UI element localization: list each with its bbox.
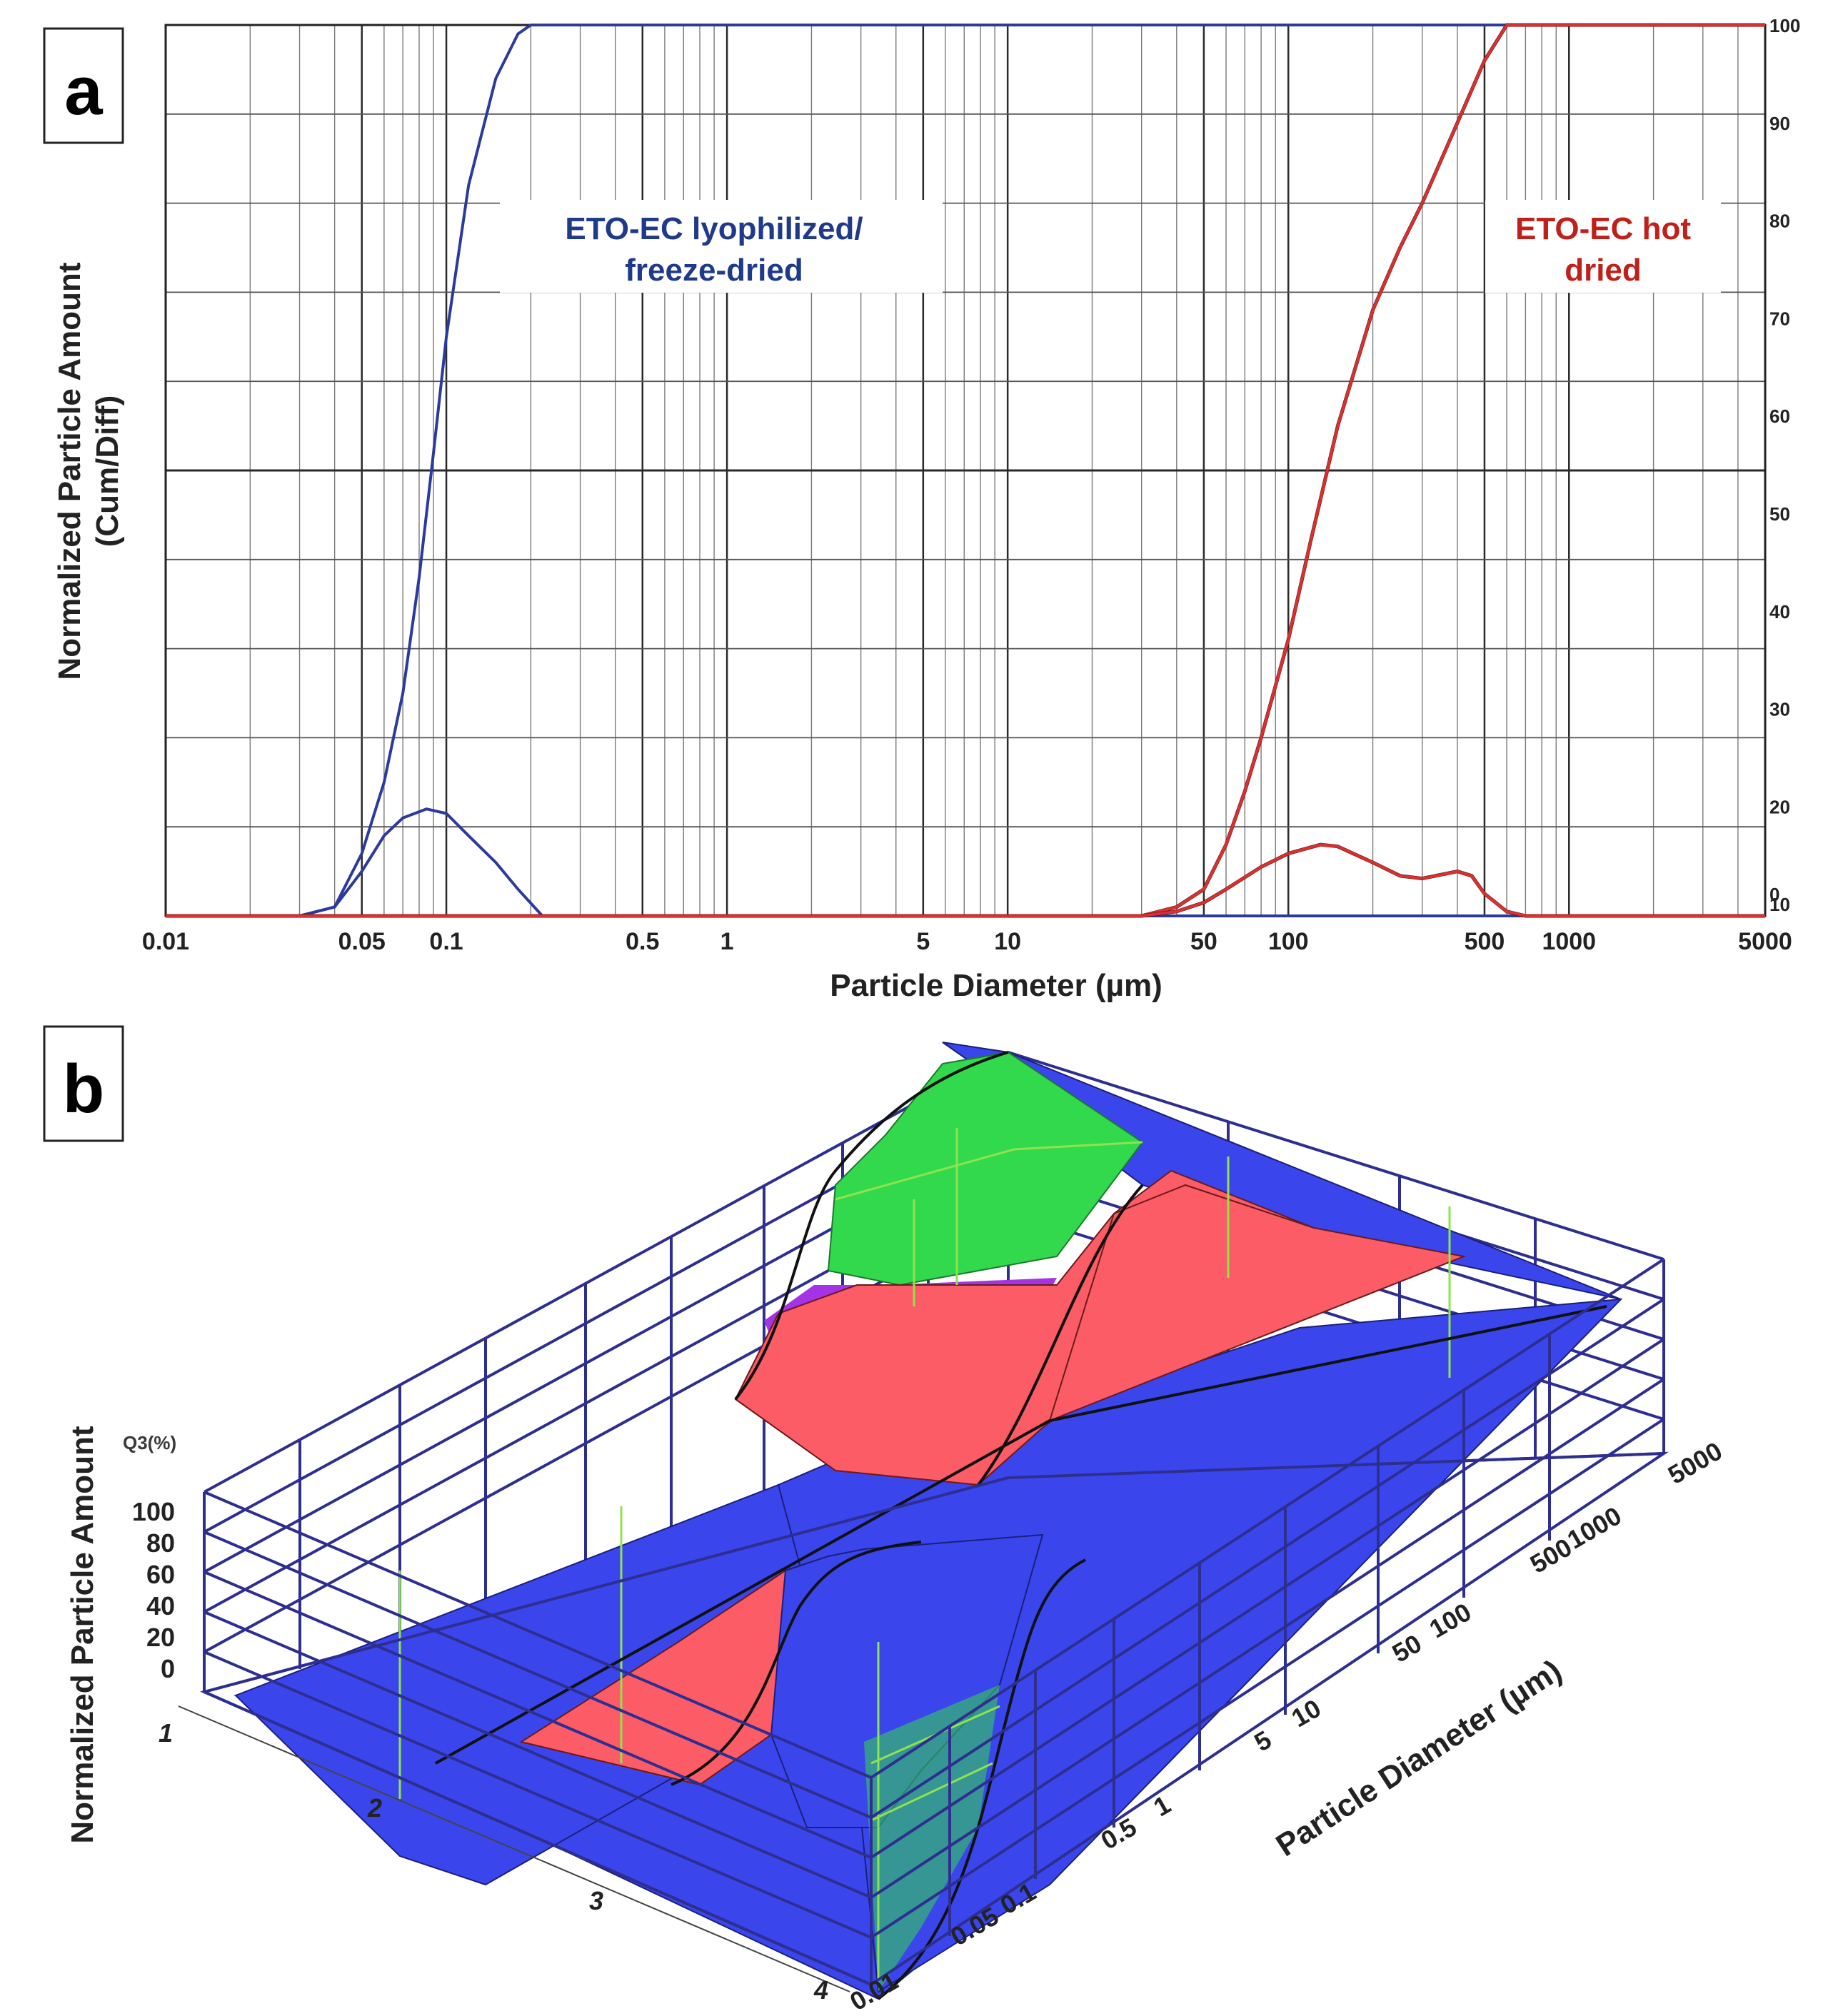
b-x-tick-label: 5 [1249, 1725, 1276, 1758]
y-tick-label: 100 [1769, 15, 1800, 36]
series-4-differential-line [166, 843, 1765, 917]
panel-a-y-axis-title-line1: Normalized Particle Amount [52, 262, 87, 680]
panel-b-y-axis-title: Normalized Particle Amount [65, 1426, 100, 1843]
z-axis-title: Q3(%) [123, 1432, 176, 1453]
y-tick-label: 50 [1769, 503, 1790, 525]
panel-b-sample-axis: 1 2 3 4 [159, 1705, 850, 2005]
panel-b: b [43, 1025, 1727, 2016]
panel-a-x-axis-title: Particle Diameter (µm) [830, 968, 1162, 1003]
y-tick-label: 20 [1769, 796, 1790, 817]
x-tick-label: 1 [720, 928, 734, 955]
b-x-tick-label: 10 [1287, 1693, 1326, 1733]
panel-a: a 0.01 0.05 0.1 0.5 1 5 10 50 100 500 1000 5000 100… [43, 15, 1800, 1003]
b-x-tick-label: 100 [1425, 1597, 1477, 1644]
x-tick-label: 5 [916, 928, 930, 955]
series-3-cumulative-line [166, 24, 1765, 917]
sample-axis-line [178, 1705, 850, 1992]
y-tick-label: 30 [1769, 699, 1790, 720]
y-tick-label: 0 [1769, 884, 1779, 905]
panel-b-surface [233, 1042, 1623, 2000]
x-tick-label: 0.01 [142, 928, 189, 955]
x-tick-label: 0.5 [626, 928, 659, 955]
panel-a-x-tick-labels: 0.01 0.05 0.1 0.5 1 5 10 50 100 500 1000 5000 [142, 928, 1792, 955]
x-tick-label: 5000 [1738, 928, 1792, 955]
z-tick-label: 60 [146, 1560, 175, 1589]
b-x-tick-label: 5000 [1663, 1436, 1727, 1490]
panel-a-y-axis-title-line2: (Cum/Diff) [90, 395, 125, 548]
y-tick-label: 40 [1769, 601, 1790, 623]
b-x-tick-label: 1000 [1562, 1501, 1627, 1555]
z-tick-label: 80 [146, 1528, 175, 1558]
panel-a-label: a [64, 53, 103, 129]
panel-b-x-axis-title: Particle Diameter (µm) [1270, 1653, 1568, 1864]
label-hot-dried-bg [1485, 200, 1721, 293]
sample-tick-1: 1 [159, 1718, 173, 1748]
label-hot-dried-line1: ETO-EC hot [1515, 211, 1691, 246]
x-tick-label: 0.05 [338, 928, 386, 955]
y-tick-label: 60 [1769, 405, 1790, 427]
label-lyophilized-line2: freeze-dried [625, 253, 803, 288]
x-tick-label: 1000 [1542, 928, 1596, 955]
sample-tick-4: 4 [813, 1975, 828, 2005]
panel-b-front-frame [199, 1258, 1669, 1987]
label-hot-dried-line2: dried [1565, 253, 1642, 288]
panel-a-label-box [43, 27, 124, 144]
x-tick-label: 100 [1268, 928, 1309, 955]
y-tick-label: 90 [1769, 113, 1790, 134]
x-tick-label: 10 [994, 928, 1021, 955]
panel-a-series [166, 23, 1765, 918]
z-tick-label: 0 [161, 1654, 175, 1683]
surface-ridge-lines [435, 1051, 1607, 2000]
y-tick-label: 80 [1769, 211, 1790, 232]
y-tick-label: 70 [1769, 308, 1790, 329]
z-tick-label: 40 [146, 1591, 175, 1621]
x-tick-label: 500 [1465, 928, 1505, 955]
b-x-tick-label: 1 [1148, 1790, 1175, 1823]
series-1-cumulative-line [166, 24, 1765, 917]
series-2-differential-line [166, 807, 1765, 917]
z-tick-label: 100 [132, 1497, 175, 1526]
x-tick-label: 50 [1190, 928, 1217, 955]
panel-b-label-box [43, 1025, 124, 1142]
z-tick-label: 20 [146, 1623, 175, 1652]
label-lyophilized: ETO-EC lyophilized/ freeze-dried [500, 200, 943, 293]
sample-tick-3: 3 [589, 1886, 603, 1915]
sample-tick-2: 2 [367, 1793, 382, 1823]
panel-b-label: b [63, 1051, 105, 1127]
surface-red-flat [1048, 1184, 1467, 1422]
panel-a-y-tick-labels: 100 90 80 70 60 50 40 30 20 100 [1769, 15, 1800, 915]
x-tick-label: 0.1 [429, 928, 463, 955]
y-tick-label: 10 [1769, 894, 1790, 915]
label-lyophilized-bg [500, 200, 943, 293]
label-lyophilized-line1: ETO-EC lyophilized/ [565, 211, 863, 246]
label-hot-dried: ETO-EC hot dried [1485, 200, 1721, 293]
